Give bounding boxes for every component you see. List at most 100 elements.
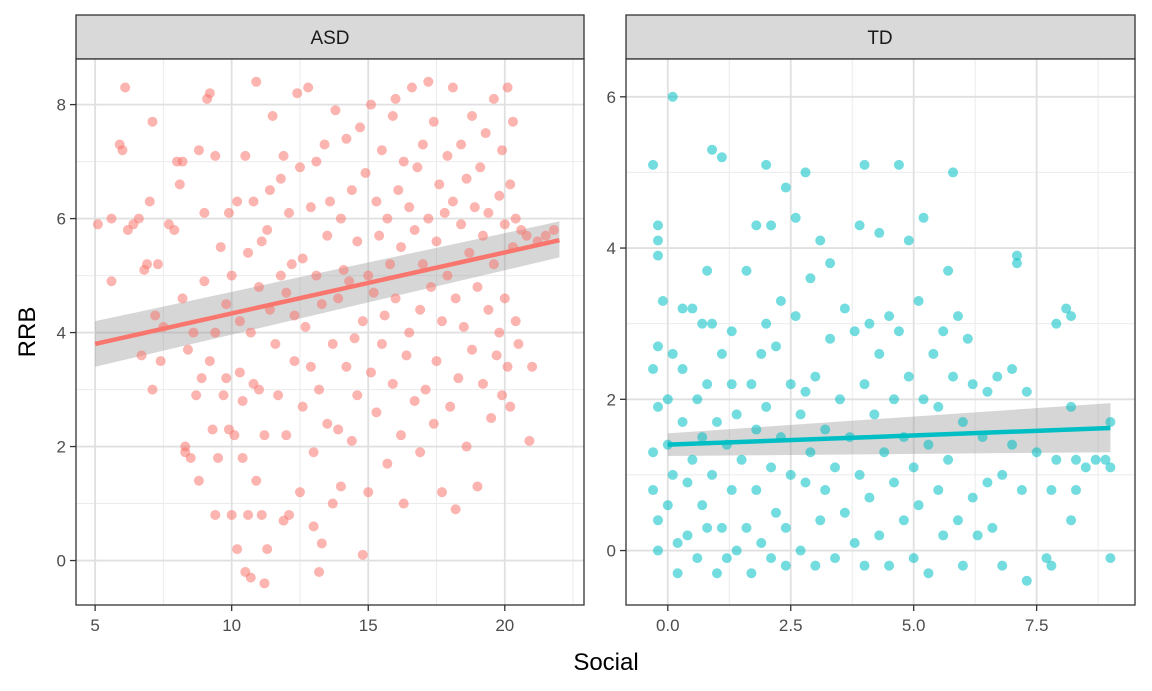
strip-asd [75,14,585,60]
data-point [800,386,811,397]
data-point [790,212,801,223]
ci-ribbon-td [667,403,1111,457]
data-point [262,544,273,555]
data-point [849,537,860,548]
data-point [923,439,934,450]
data-point [256,236,267,247]
data-point [815,515,826,526]
data-point [751,220,762,231]
data-point [382,213,393,224]
data-point [507,116,518,127]
data-point [297,401,308,412]
x-tick-label: 0.0 [656,616,680,635]
panel-td: TD 0.0 2.5 5.0 7.5 0 2 4 6 [607,14,1136,635]
y-tick-label: 6 [607,88,616,107]
data-point [147,384,158,395]
data-point [889,477,900,488]
data-point [226,270,237,281]
data-point [761,159,772,170]
data-point [221,299,232,310]
data-point [387,378,398,389]
data-point [243,247,254,258]
data-point [229,430,240,441]
data-point [417,139,428,150]
data-point [221,373,232,384]
data-point [393,185,404,196]
data-point [499,293,510,304]
data-point [938,326,949,337]
data-point [1011,258,1022,269]
data-point [401,350,412,361]
data-point [308,521,319,532]
data-point [344,276,355,287]
data-point [839,303,850,314]
data-point [223,207,234,218]
data-point [962,333,973,344]
data-point [825,333,836,344]
data-point [928,348,939,359]
data-point [716,522,727,533]
data-point [780,182,791,193]
data-point [480,128,491,139]
y-axis-asd: 0 2 4 6 8 [57,96,76,571]
data-point [177,156,188,167]
data-point [992,371,1003,382]
points-td [648,91,1116,586]
data-point [933,485,944,496]
data-point [357,316,368,327]
data-point [264,185,275,196]
data-point [352,236,363,247]
data-point [182,344,193,355]
data-point [1066,401,1077,412]
data-point [849,326,860,337]
data-point [196,373,207,384]
data-point [450,293,461,304]
data-point [477,378,488,389]
data-point [232,196,243,207]
data-point [967,492,978,503]
data-point [327,498,338,509]
data-point [820,424,831,435]
data-point [486,413,497,424]
data-point [521,230,532,241]
data-point [333,293,344,304]
y-tick-label: 0 [607,542,616,561]
data-point [652,545,663,556]
data-point [387,110,398,121]
data-point [308,447,319,458]
x-tick-label: 2.5 [779,616,803,635]
data-point [1100,454,1111,465]
data-point [494,327,505,338]
data-point [251,475,262,486]
data-point [472,281,483,292]
data-point [943,265,954,276]
data-point [943,454,954,465]
data-point [830,553,841,564]
data-point [368,287,379,298]
plot-area-td [626,59,1135,605]
data-point [464,247,475,258]
x-tick-label: 5.0 [902,616,926,635]
data-point [234,367,245,378]
data-point [524,435,535,446]
data-point [303,82,314,93]
data-point [1066,311,1077,322]
data-point [1046,485,1057,496]
data-point [707,469,718,480]
data-point [987,522,998,533]
data-point [869,409,880,420]
data-point [300,321,311,332]
x-tick-label: 10 [222,616,241,635]
data-point [859,159,870,170]
data-point [374,230,385,241]
data-point [360,167,371,178]
strip-td [625,14,1136,60]
data-point [913,500,924,511]
data-point [240,150,251,161]
data-point [707,144,718,155]
data-point [864,492,875,503]
data-point [711,568,722,579]
grid-asd [76,59,584,605]
data-point [169,224,180,235]
data-point [697,318,708,329]
